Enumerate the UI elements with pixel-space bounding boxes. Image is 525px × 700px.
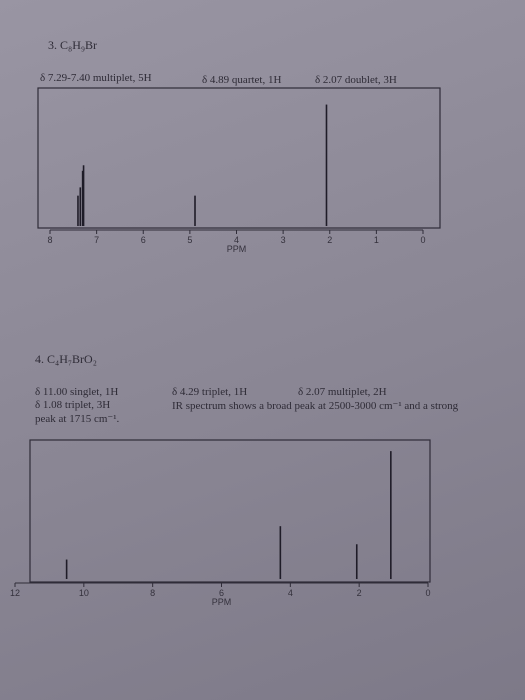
nmr-note: δ 4.89 quartet, 1H [202,74,282,86]
nmr-note: δ 11.00 singlet, 1H [35,386,119,398]
nmr-note: δ 2.07 doublet, 3H [315,74,397,86]
x-tick-label: 8 [47,235,52,245]
x-tick-label: 2 [357,588,362,598]
x-tick-label: 4 [234,235,239,245]
x-tick-label: 12 [10,588,20,598]
problem-title: 4. C₄H₇BrO₂ [35,352,97,366]
x-tick-label: 6 [219,588,224,598]
x-tick-label: 4 [288,588,293,598]
x-tick-label: 6 [141,235,146,245]
problem-title: 3. C₈H₉Br [48,38,98,52]
x-axis-label: PPM [227,244,247,254]
x-tick-label: 8 [150,588,155,598]
ir-note: peak at 1715 cm⁻¹. [35,413,120,425]
nmr-note: δ 7.29-7.40 multiplet, 5H [40,72,152,84]
x-tick-label: 3 [281,235,286,245]
nmr-note: δ 4.29 triplet, 1H [172,386,248,398]
nmr-note: δ 2.07 multiplet, 2H [298,386,387,398]
ir-note: IR spectrum shows a broad peak at 2500-3… [172,400,459,412]
x-tick-label: 7 [94,235,99,245]
x-tick-label: 0 [425,588,430,598]
x-tick-label: 1 [374,235,379,245]
nmr-note: δ 1.08 triplet, 3H [35,399,111,411]
x-tick-label: 10 [79,588,89,598]
x-tick-label: 5 [187,235,192,245]
spectrum-frame [29,439,431,583]
x-tick-label: 2 [327,235,332,245]
x-tick-label: 0 [420,235,425,245]
x-axis-label: PPM [212,597,232,607]
spectrum-frame [37,87,441,229]
